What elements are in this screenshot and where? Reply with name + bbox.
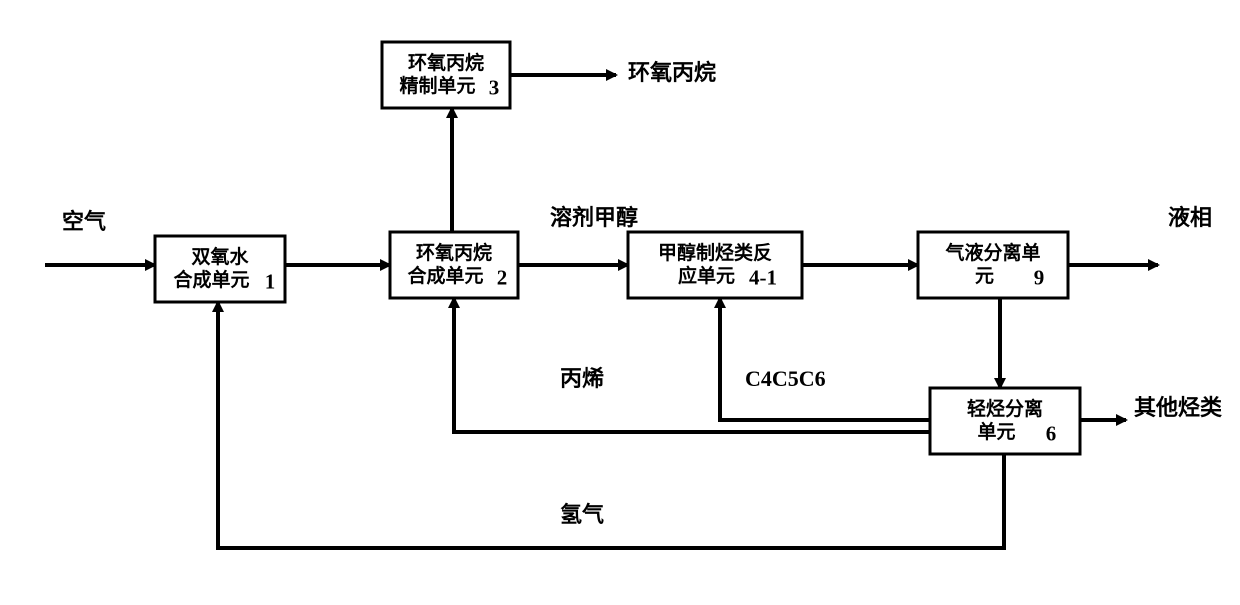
label-solvent: 溶剂甲醇 [550, 205, 638, 230]
node-text-n2-line0: 环氧丙烷 [416, 241, 492, 264]
node-text-n4-line1: 应单元 [678, 264, 735, 287]
label-hydrogen: 氢气 [560, 502, 604, 527]
label-liquid: 液相 [1168, 205, 1212, 230]
label-po_out: 环氧丙烷 [628, 60, 716, 85]
node-n2: 环氧丙烷合成单元 2 [390, 232, 518, 298]
node-tag-n2: 2 [497, 265, 508, 289]
node-text-n1-line1: 合成单元 [173, 268, 249, 291]
node-text-n1-line0: 双氧水 [191, 245, 249, 268]
node-text-n2-line1: 合成单元 [407, 264, 483, 287]
node-tag-n3: 3 [489, 75, 500, 99]
arrow-n6-to-n1-h2 [218, 302, 1004, 548]
node-n4: 甲醇制烃类反应单元 4-1 [628, 232, 802, 298]
node-tag-n1: 1 [265, 269, 276, 293]
node-n6: 轻烃分离单元 6 [930, 388, 1080, 454]
node-tag-n6: 6 [1046, 421, 1057, 445]
node-tag-n4: 4-1 [749, 265, 777, 289]
label-air: 空气 [62, 209, 106, 234]
node-n1: 双氧水合成单元 1 [155, 236, 285, 302]
node-tag-n9: 9 [1034, 265, 1045, 289]
node-text-n3-line0: 环氧丙烷 [408, 51, 484, 74]
node-n9: 气液分离单元 9 [918, 232, 1068, 298]
node-text-n6-line1: 单元 [977, 420, 1015, 443]
node-text-n3-line1: 精制单元 [399, 74, 475, 97]
node-text-n9-line1: 元 [975, 266, 994, 287]
arrow-n6-to-n4-c456 [720, 298, 930, 420]
node-text-n9-line0: 气液分离单 [944, 241, 1040, 264]
label-c456: C4C5C6 [745, 366, 826, 391]
arrow-n6-to-n2-prop [454, 298, 930, 432]
node-text-n4-line0: 甲醇制烃类反 [658, 241, 772, 264]
node-n3: 环氧丙烷精制单元 3 [382, 42, 510, 108]
node-text-n6-line0: 轻烃分离 [967, 397, 1043, 420]
label-other: 其他烃类 [1134, 395, 1223, 420]
label-propylene: 丙烯 [560, 366, 604, 391]
